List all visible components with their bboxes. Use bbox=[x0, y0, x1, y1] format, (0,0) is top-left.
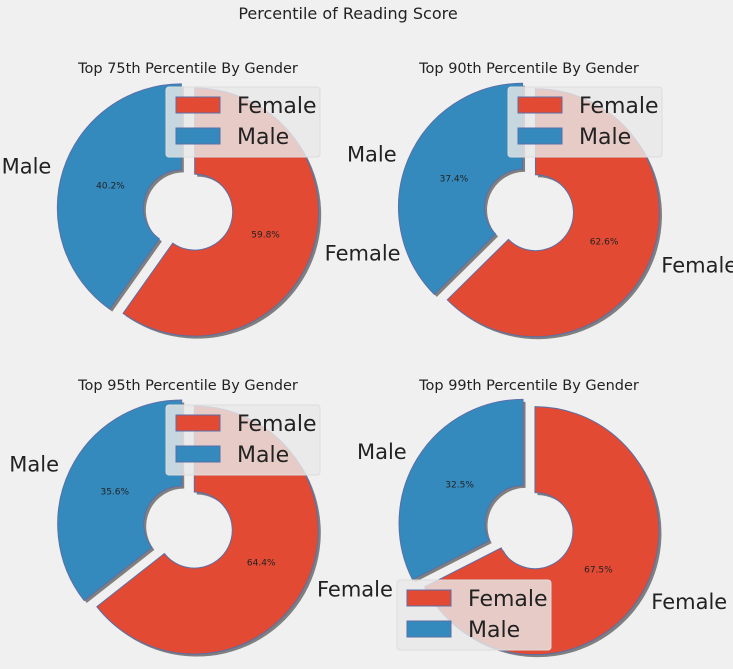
wedge-male: 32.5% Male bbox=[357, 398, 526, 583]
legend: Female Male bbox=[507, 86, 663, 158]
legend-entry-male: Male bbox=[175, 443, 289, 468]
legend-label: Female bbox=[237, 412, 317, 437]
wedge-fill-male bbox=[398, 82, 524, 296]
legend-entry-female: Female bbox=[175, 412, 317, 437]
wedge-category-label: Male bbox=[9, 452, 59, 476]
legend-entry-male: Male bbox=[175, 125, 289, 150]
figure-title: Percentile of Reading Score bbox=[238, 4, 457, 23]
wedge-male: 35.6% Male bbox=[9, 399, 185, 604]
donut-chart-2: Top 90th Percentile By Gender 62.6% Female… bbox=[347, 61, 733, 340]
wedge-percent-label: 62.6% bbox=[590, 237, 619, 247]
legend-swatch bbox=[406, 620, 452, 638]
legend-entry-male: Male bbox=[517, 125, 631, 150]
wedge-category-label: Female bbox=[317, 578, 393, 602]
legend: Female Male bbox=[165, 404, 321, 476]
wedge-category-label: Female bbox=[651, 590, 727, 614]
wedge-percent-label: 35.6% bbox=[100, 487, 129, 497]
legend-label: Female bbox=[468, 587, 548, 612]
legend-label: Female bbox=[237, 94, 317, 119]
wedge-male: 37.4% Male bbox=[347, 82, 526, 297]
wedge-category-label: Female bbox=[325, 241, 401, 265]
wedge-percent-label: 59.8% bbox=[251, 231, 280, 241]
legend-label: Male bbox=[237, 125, 289, 150]
legend-swatch bbox=[175, 96, 221, 114]
legend-entry-male: Male bbox=[406, 618, 520, 643]
wedge-percent-label: 64.4% bbox=[247, 559, 276, 569]
wedge-percent-label: 40.2% bbox=[96, 181, 125, 191]
legend-swatch bbox=[175, 445, 221, 463]
wedge-percent-label: 67.5% bbox=[584, 566, 613, 576]
legend-swatch bbox=[517, 96, 563, 114]
wedge-fill-male bbox=[398, 398, 524, 581]
wedge-category-label: Female bbox=[661, 253, 733, 277]
legend-label: Male bbox=[468, 618, 520, 643]
legend: Female Male bbox=[165, 86, 321, 158]
wedge-male: 40.2% Male bbox=[2, 83, 184, 312]
legend-swatch bbox=[517, 127, 563, 145]
legend-label: Female bbox=[579, 94, 659, 119]
legend-label: Male bbox=[237, 443, 289, 468]
donut-chart-3: Top 95th Percentile By Gender 64.4% Female… bbox=[9, 378, 393, 657]
legend-entry-female: Female bbox=[175, 94, 317, 119]
legend-swatch bbox=[406, 589, 452, 607]
wedge-category-label: Male bbox=[357, 440, 407, 464]
donut-chart-1: Top 75th Percentile By Gender 59.8% Female… bbox=[2, 61, 401, 339]
chart-title: Top 95th Percentile By Gender bbox=[77, 378, 298, 394]
wedge-percent-label: 37.4% bbox=[440, 175, 469, 185]
legend-entry-female: Female bbox=[517, 94, 659, 119]
chart-title: Top 90th Percentile By Gender bbox=[418, 61, 639, 77]
legend-swatch bbox=[175, 127, 221, 145]
legend: Female Male bbox=[396, 579, 552, 651]
chart-title: Top 99th Percentile By Gender bbox=[418, 378, 639, 394]
wedge-fill-male bbox=[57, 399, 183, 602]
chart-panels: Top 75th Percentile By Gender 59.8% Female… bbox=[2, 61, 733, 658]
chart-title: Top 75th Percentile By Gender bbox=[77, 61, 298, 77]
wedge-fill-male bbox=[56, 83, 182, 310]
wedge-category-label: Male bbox=[347, 143, 397, 167]
wedge-percent-label: 32.5% bbox=[445, 480, 474, 490]
legend-label: Male bbox=[579, 125, 631, 150]
donut-chart-4: Top 99th Percentile By Gender 67.5% Female… bbox=[357, 378, 727, 658]
legend-entry-female: Female bbox=[406, 587, 548, 612]
wedge-category-label: Male bbox=[2, 155, 52, 179]
legend-swatch bbox=[175, 414, 221, 432]
